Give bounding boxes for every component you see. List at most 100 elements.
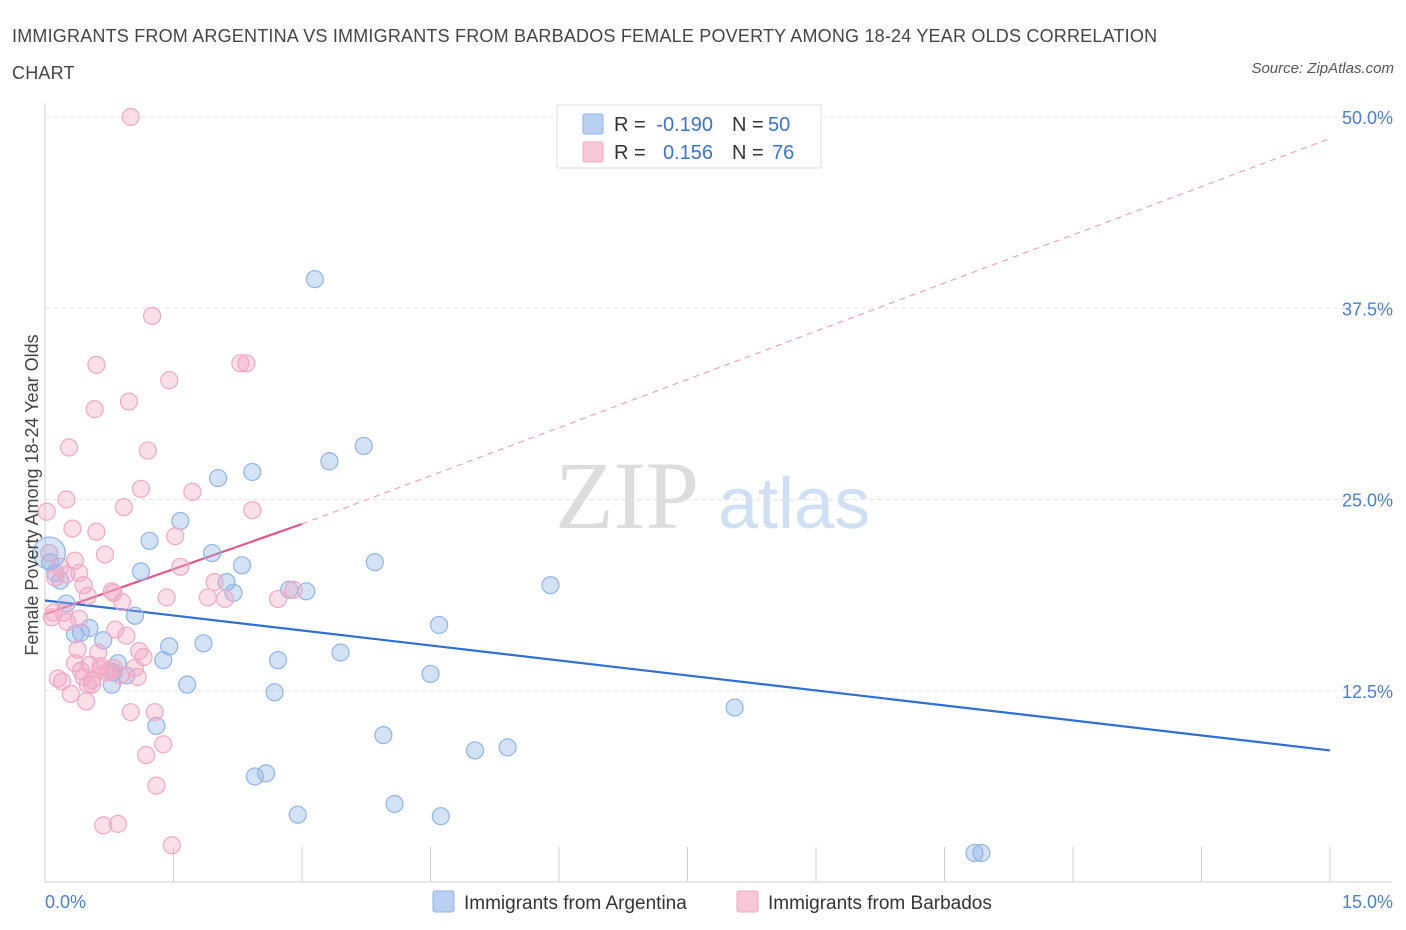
point-barbados (121, 703, 140, 722)
point-barbados (87, 355, 106, 374)
point-barbados (198, 588, 217, 607)
stats-n-label-barbados: N = (732, 142, 764, 164)
point-argentina (243, 462, 262, 482)
point-barbados (37, 502, 56, 521)
point-argentina (140, 531, 159, 550)
axes (44, 103, 1392, 883)
point-barbados (95, 545, 115, 564)
point-argentina (541, 576, 560, 595)
point-argentina (202, 543, 222, 563)
point-barbados (134, 647, 153, 667)
point-argentina (965, 843, 984, 863)
point-barbados (231, 354, 250, 373)
point-barbados (44, 603, 63, 622)
point-barbados (131, 479, 151, 498)
point-barbados (54, 603, 73, 622)
point-argentina (194, 634, 213, 653)
point-barbados (57, 490, 76, 509)
stats-n-value-barbados: 76 (772, 142, 794, 164)
watermark-atlas: atlas (718, 464, 870, 544)
point-barbados (284, 580, 303, 599)
tick-labels: 12.5% 25.0% 37.5% 50.0% 0.0% 15.0% (45, 108, 1393, 912)
point-barbados (147, 776, 166, 795)
point-argentina (178, 675, 197, 694)
trend-line-barbados (44, 522, 303, 616)
point-barbados (119, 392, 139, 411)
point-barbados (237, 354, 256, 373)
point-argentina (365, 553, 384, 572)
watermark-zip: ZIP (555, 442, 699, 549)
point-argentina (421, 664, 440, 684)
point-barbados (87, 522, 106, 541)
point-barbados (142, 306, 162, 325)
point-barbados (138, 441, 157, 460)
point-argentina (725, 698, 744, 717)
source-label: Source: ZipAtlas.com (1251, 60, 1394, 77)
point-barbados (68, 640, 87, 659)
point-argentina (331, 643, 350, 662)
point-argentina (171, 511, 190, 531)
point-barbados (63, 519, 82, 538)
point-barbados (94, 816, 113, 835)
point-barbados (183, 482, 202, 501)
y-axis-label: Female Poverty Among 18-24 Year Olds (22, 334, 42, 655)
x-tick-label: 0.0% (45, 892, 86, 912)
point-argentina (972, 843, 991, 863)
stats-n-label-argentina: N = (732, 114, 764, 136)
legend-swatch-argentina (432, 890, 455, 913)
point-barbados (70, 563, 89, 583)
point-barbados (40, 543, 59, 563)
series-legend: Immigrants from Argentina Immigrants fro… (432, 890, 992, 914)
point-argentina (465, 741, 485, 760)
legend-label-argentina: Immigrants from Argentina (464, 893, 687, 914)
point-argentina (160, 637, 179, 656)
point-argentina (374, 726, 393, 745)
y-tick-label: 12.5% (1342, 682, 1393, 702)
point-barbados (128, 667, 147, 687)
point-barbados (121, 107, 140, 127)
point-argentina (268, 651, 288, 670)
x-tick-label: 15.0% (1342, 892, 1393, 912)
point-barbados (154, 735, 173, 754)
point-barbados (114, 498, 133, 517)
point-barbados (78, 675, 97, 694)
legend-label-barbados: Immigrants from Barbados (768, 893, 992, 914)
point-barbados (78, 586, 97, 605)
point-barbados (46, 568, 65, 587)
point-argentina (265, 683, 284, 702)
point-barbados (91, 657, 110, 676)
stats-n-value-argentina: 50 (768, 114, 790, 136)
grid (45, 116, 1392, 692)
point-barbados (171, 557, 190, 576)
trend-lines (44, 137, 1331, 752)
point-barbados (112, 592, 132, 612)
data-points (32, 107, 991, 863)
point-argentina (385, 794, 404, 814)
point-barbados (117, 626, 136, 645)
point-barbados (61, 684, 80, 703)
stats-r-label-argentina: R = (614, 114, 646, 136)
stats-r-value-barbados: 0.156 (663, 142, 713, 164)
point-barbados (145, 703, 164, 722)
point-argentina (288, 805, 307, 824)
point-argentina (245, 767, 264, 786)
point-argentina (147, 716, 166, 736)
legend-swatch-barbados (736, 890, 759, 913)
trend-line-argentina (44, 599, 1331, 752)
y-tick-label: 50.0% (1342, 108, 1393, 128)
point-barbados (58, 612, 77, 632)
stats-r-value-argentina: -0.190 (656, 114, 713, 136)
point-barbados (215, 589, 234, 609)
point-argentina (431, 807, 450, 826)
point-argentina (305, 270, 324, 289)
point-barbados (160, 371, 179, 390)
point-barbados (70, 609, 89, 628)
point-barbados (108, 814, 127, 833)
point-barbados (205, 573, 224, 592)
point-argentina (498, 738, 517, 757)
point-argentina (354, 436, 373, 456)
point-barbados (77, 692, 96, 711)
stats-legend: R = -0.190 N = 50 R = 0.156 N = 76 (556, 104, 822, 169)
point-barbados (85, 400, 104, 419)
